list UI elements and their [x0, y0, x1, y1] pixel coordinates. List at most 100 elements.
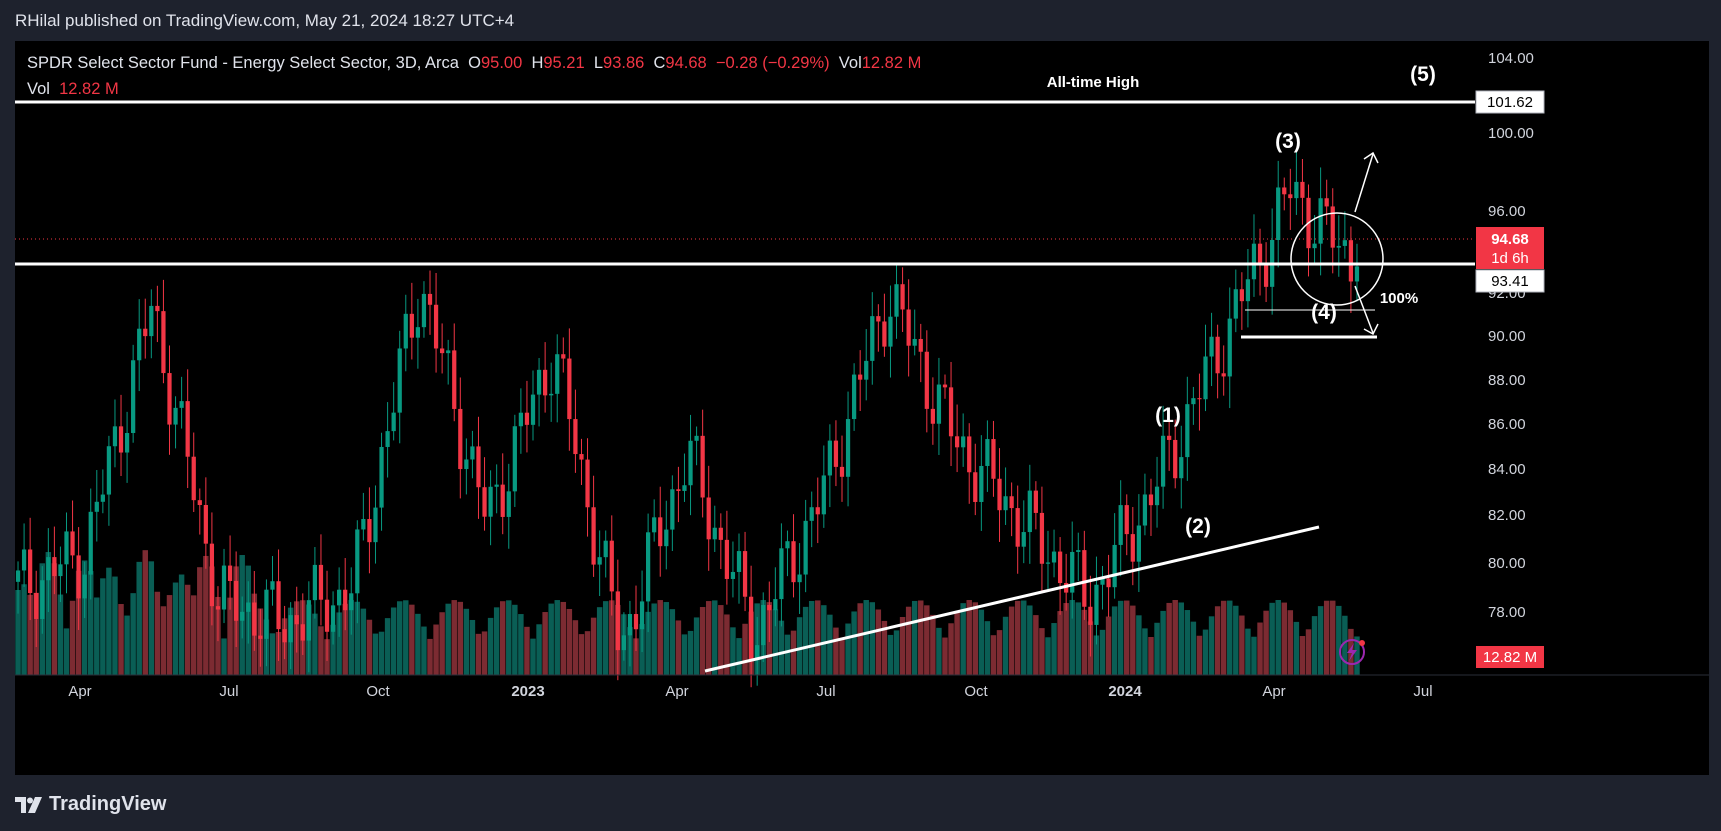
volume-bar [1311, 616, 1318, 675]
down-arrow[interactable] [1354, 285, 1374, 334]
candle-body [809, 507, 814, 521]
volume-bar [736, 638, 742, 675]
lightning-icon[interactable] [1339, 639, 1365, 665]
volume-bar [1063, 603, 1069, 675]
volume-bar [330, 624, 336, 675]
candle-body [167, 373, 172, 425]
candle-body [179, 401, 184, 408]
candle-body [324, 599, 330, 632]
low-label: L [593, 54, 604, 72]
candle-body [452, 350, 457, 409]
consolidation-circle[interactable] [1290, 212, 1384, 306]
candle-body [318, 564, 324, 600]
volume-bar [833, 627, 839, 675]
volume-bar [415, 613, 421, 675]
candle-body [803, 520, 808, 575]
candle-body [1185, 404, 1190, 458]
y-tick-label: 86.00 [1488, 416, 1526, 433]
volume-bar [851, 611, 857, 675]
volume-bar [730, 627, 736, 675]
volume-bar [960, 603, 966, 675]
candle-body [815, 507, 820, 515]
volume-bar [1069, 600, 1075, 675]
volume-bar [433, 624, 439, 675]
volume-bar [778, 620, 785, 675]
volume-bar [742, 623, 748, 675]
candle-body [1009, 496, 1014, 509]
candle-body [1245, 279, 1251, 302]
candle-body [967, 436, 972, 473]
volume-bar [578, 634, 585, 675]
candle-body [621, 635, 627, 651]
trendline[interactable] [704, 525, 1320, 673]
price-axis[interactable]: 104.00 100.00 96.00 92.00 90.00 88.00 86… [1475, 50, 1545, 668]
candle-body [579, 454, 584, 460]
candle-body [421, 293, 427, 328]
up-arrow[interactable] [1354, 153, 1374, 213]
volume-bar [518, 614, 524, 675]
candle-body [227, 565, 233, 581]
candle-body [446, 350, 451, 354]
candle-body [234, 580, 239, 621]
candle-body [930, 408, 935, 424]
volume-bar [996, 630, 1003, 675]
candle-body [1336, 245, 1341, 248]
candle-body [312, 564, 318, 601]
candle-body [1263, 263, 1269, 287]
volume-bar [124, 615, 130, 675]
volume-bar [1239, 615, 1245, 675]
candle-body [258, 635, 263, 639]
candle-body [1130, 534, 1135, 562]
volume-bar [45, 552, 52, 675]
tradingview-brand[interactable]: TradingView [15, 793, 166, 816]
candle-body [973, 472, 978, 502]
volume-bar [184, 584, 191, 675]
x-tick-label: 2024 [1108, 683, 1142, 700]
volume-bar [1014, 600, 1021, 675]
volume-bar [372, 633, 379, 675]
volume-bar [1130, 605, 1136, 675]
candle-body [464, 459, 469, 470]
candle-body [1209, 336, 1214, 357]
volume-bar [100, 578, 106, 675]
candle-body [433, 304, 439, 349]
volume-bar [421, 626, 427, 675]
wave-5-label: (5) [1410, 63, 1436, 86]
candle-body [1282, 187, 1287, 195]
candle-body [1051, 551, 1057, 563]
chart-pane[interactable]: All-time High (5) (3) (4) (1) (2) 100% 1… [15, 41, 1709, 775]
candle-body [1179, 457, 1184, 479]
candle-body [1239, 289, 1244, 302]
vol-label: Vol [838, 54, 862, 72]
volume-bar [772, 609, 779, 675]
candle-body [143, 328, 148, 337]
candle-body [888, 316, 893, 347]
volume-bar [966, 600, 972, 675]
candle-body [1330, 206, 1335, 248]
candle-body [1106, 578, 1111, 588]
candle-body [991, 439, 996, 479]
wave-1-label: (1) [1155, 404, 1181, 427]
candle-body [1276, 187, 1281, 241]
volume-bar [63, 628, 70, 675]
symbol-legend[interactable]: SPDR Select Sector Fund - Energy Select … [27, 54, 921, 73]
change-value: −0.28 (−0.29%) [715, 54, 830, 72]
volume-bar [1184, 610, 1191, 675]
volume-bar [1172, 600, 1178, 675]
candle-body [100, 494, 105, 502]
price-chart[interactable]: All-time High (5) (3) (4) (1) (2) 100% 1… [15, 41, 1709, 775]
y-tick-label: 100.00 [1488, 125, 1534, 142]
candle-body [561, 354, 566, 359]
time-axis[interactable]: Apr Jul Oct 2023 Apr Jul Oct 2024 Apr Ju… [68, 683, 1432, 700]
candle-body [652, 517, 657, 533]
volume-bar [445, 603, 451, 675]
volume-bar [790, 630, 797, 675]
wave-4-label: (4) [1311, 301, 1337, 324]
candle-body [76, 555, 81, 599]
candle-body [609, 540, 614, 592]
volume-bar [342, 603, 348, 675]
candle-body [264, 589, 269, 639]
candle-body [300, 624, 305, 641]
tradingview-wordmark: TradingView [49, 793, 167, 815]
volume-legend[interactable]: Vol 12.82 M [27, 80, 119, 99]
